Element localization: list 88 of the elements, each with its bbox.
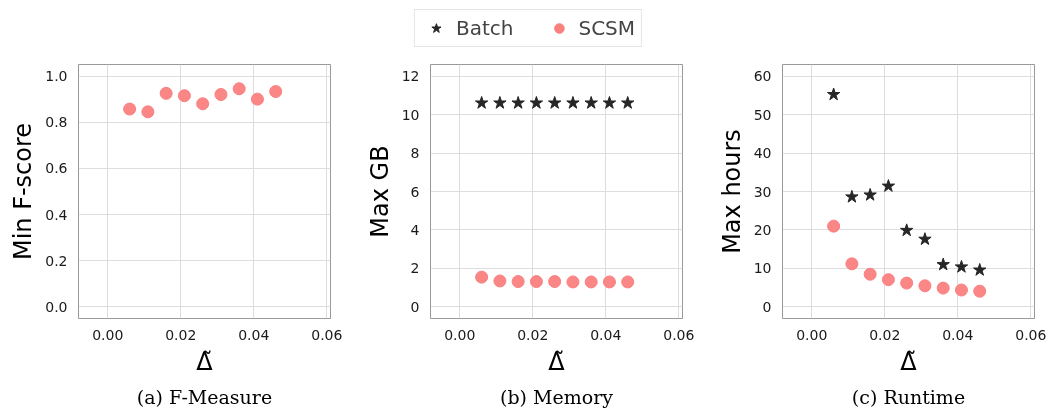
y-tick-label: 0.6 [45, 160, 68, 177]
point [826, 87, 841, 101]
point [881, 273, 895, 287]
y-axis-title: Max GB [365, 145, 394, 238]
y-tick-label: 10 [753, 260, 772, 277]
x-tick-label: 0.00 [92, 326, 124, 343]
point [918, 279, 932, 293]
point [584, 275, 598, 289]
point [973, 263, 987, 276]
point [936, 257, 950, 271]
point [196, 97, 210, 111]
x-tick-label: 0.06 [1015, 326, 1047, 343]
point [954, 259, 969, 273]
y-tick-label: 30 [753, 183, 772, 200]
y-tick-label: 60 [753, 68, 772, 85]
point [474, 95, 489, 109]
y-tick-label: 6 [410, 183, 420, 200]
x-axis-title: Δ̃ [548, 347, 566, 376]
point [269, 85, 283, 98]
y-tick-label: 8 [410, 145, 420, 162]
point [159, 86, 173, 100]
point [584, 95, 598, 109]
point [621, 275, 635, 289]
point [548, 275, 562, 289]
point [214, 88, 228, 102]
point [827, 219, 841, 233]
x-tick-label: 0.00 [796, 326, 828, 343]
x-tick-label: 0.06 [663, 326, 695, 343]
y-tick-label: 50 [753, 106, 772, 123]
point [899, 223, 914, 237]
text: (b) Memory [500, 385, 614, 408]
point [493, 95, 507, 109]
point [566, 275, 580, 289]
point [511, 275, 525, 289]
point [621, 95, 635, 109]
x-tick-label: 0.00 [444, 326, 476, 343]
y-tick-label: 0 [410, 298, 420, 315]
point [954, 283, 968, 297]
y-tick-label: 10 [401, 106, 420, 123]
legend-label: SCSM [578, 16, 636, 40]
point [918, 232, 932, 245]
y-tick-label: 0 [762, 298, 772, 315]
point [602, 95, 617, 109]
point [566, 95, 580, 109]
y-tick-label: 0.2 [45, 252, 68, 269]
x-axis-title: Δ̃ [900, 347, 918, 376]
point [936, 281, 950, 295]
point [177, 89, 191, 103]
point [845, 189, 859, 203]
point [881, 179, 896, 192]
point [250, 92, 264, 106]
x-tick-label: 0.04 [590, 326, 622, 343]
point [863, 187, 877, 201]
point [547, 95, 562, 109]
x-tick-label: 0.04 [942, 326, 974, 343]
point [232, 82, 246, 96]
point [141, 105, 155, 119]
point [900, 276, 914, 290]
point [529, 275, 543, 289]
point [475, 270, 489, 284]
x-tick-label: 0.02 [165, 326, 197, 343]
legend-label: Batch [455, 16, 514, 40]
point [493, 274, 507, 288]
x-axis-title: Δ̃ [196, 347, 214, 376]
x-tick-label: 0.06 [311, 326, 343, 343]
y-tick-label: 4 [410, 221, 420, 238]
x-tick-label: 0.02 [517, 326, 549, 343]
y-tick-label: 1.0 [45, 68, 68, 85]
point [123, 102, 137, 116]
y-tick-label: 0.8 [45, 114, 68, 131]
point [602, 275, 616, 289]
point [529, 95, 544, 109]
y-tick-label: 0.4 [45, 206, 68, 223]
point [511, 95, 525, 109]
point [973, 284, 987, 298]
x-tick-label: 0.02 [869, 326, 901, 343]
text: (c) Runtime [851, 385, 966, 408]
y-axis-title: Max hours [717, 129, 746, 254]
y-tick-label: 0.0 [45, 298, 68, 315]
y-tick-label: 20 [753, 221, 772, 238]
point [863, 267, 877, 281]
y-tick-label: 40 [753, 145, 772, 162]
point [845, 257, 859, 271]
x-tick-label: 0.04 [238, 326, 270, 343]
y-tick-label: 12 [401, 68, 420, 85]
text: (a) F-Measure [136, 385, 273, 408]
y-tick-label: 2 [410, 260, 420, 277]
y-axis-title: Min F-score [9, 122, 38, 261]
